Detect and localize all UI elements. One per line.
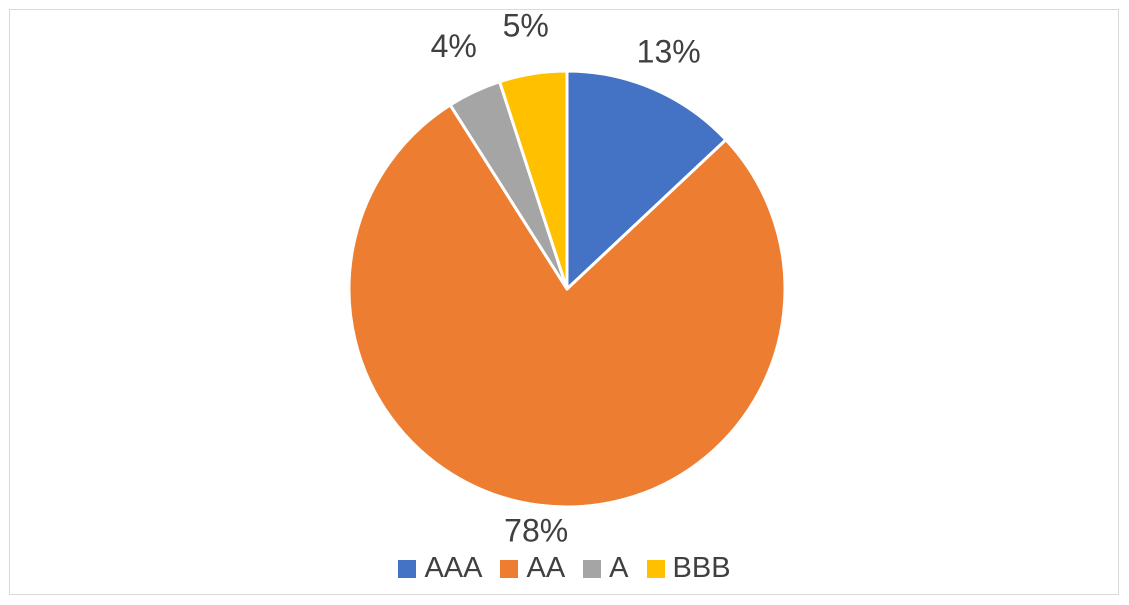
data-label-aaa: 13% [637,34,701,70]
legend-swatch-aa [500,559,519,578]
pie-slice-aa [347,103,787,509]
chart-legend: AAA AA A BBB [0,552,1129,585]
legend-label-aa: AA [526,552,566,584]
legend-item-bbb: BBB [646,552,731,585]
pie-slice-aaa [565,69,728,291]
data-label-aa: 78% [504,513,568,549]
legend-item-a: A [583,552,629,585]
legend-label-aaa: AAA [424,552,483,584]
legend-label-bbb: BBB [672,552,731,584]
pie-slice-bbb [498,69,569,291]
legend-item-aa: AA [500,552,565,585]
data-label-a: 4% [431,28,477,64]
legend-label-a: A [609,552,629,584]
legend-swatch-bbb [646,559,665,578]
data-label-bbb: 5% [503,8,549,44]
legend-item-aaa: AAA [398,552,482,585]
legend-swatch-aaa [398,559,417,578]
legend-swatch-a [583,559,602,578]
